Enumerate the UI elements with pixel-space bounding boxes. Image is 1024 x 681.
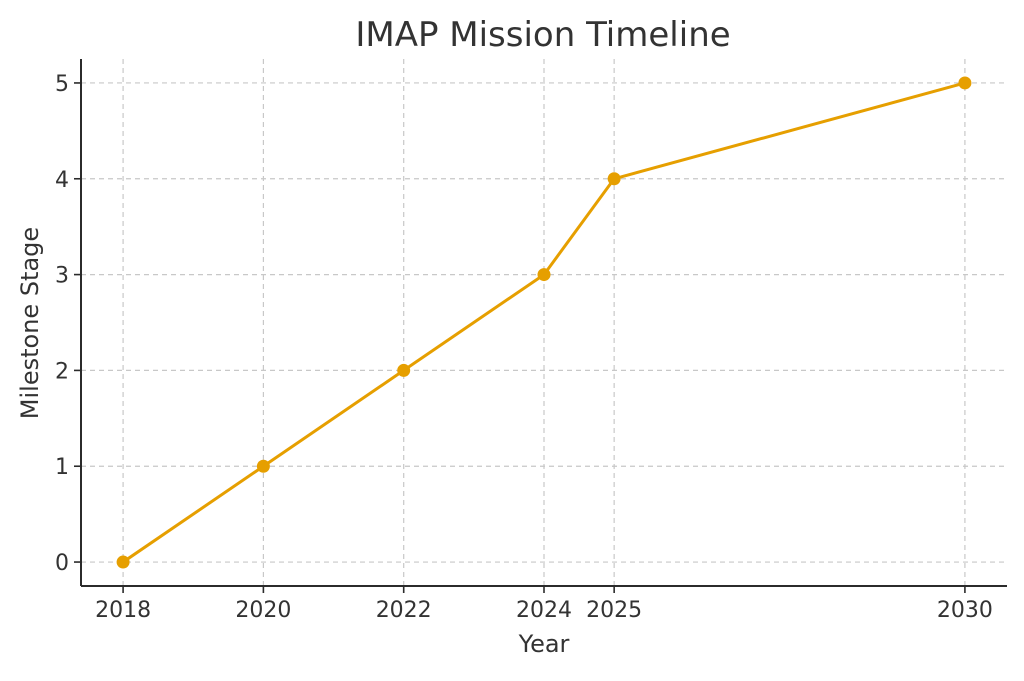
y-tick-label: 5 [55, 72, 69, 97]
chart-title: IMAP Mission Timeline [355, 15, 730, 55]
y-tick-label: 1 [55, 455, 69, 480]
x-tick-label: 2030 [937, 598, 993, 623]
x-tick-label: 2024 [516, 598, 572, 623]
x-tick-label: 2020 [235, 598, 291, 623]
series-line [122, 81, 966, 564]
data-point [958, 76, 972, 90]
x-axis-label: Year [518, 630, 570, 658]
x-tick-label: 2025 [586, 598, 642, 623]
y-axis-label: Milestone Stage [16, 227, 44, 419]
y-tick-label: 4 [55, 168, 69, 193]
grid-layer [81, 59, 1007, 586]
data-point [256, 459, 270, 473]
y-tick-label: 3 [55, 264, 69, 289]
data-point [607, 172, 621, 186]
data-point [116, 555, 130, 569]
x-tick-label: 2022 [376, 598, 432, 623]
data-point [397, 363, 411, 377]
x-tick-label: 2018 [95, 598, 151, 623]
data-point [537, 268, 551, 282]
series-layer [116, 76, 972, 569]
y-tick-label: 2 [55, 359, 69, 384]
ticks-layer: 2018 2020 2022 2024 2025 2030 0 1 2 3 4 5 [55, 72, 993, 623]
y-tick-label: 0 [55, 551, 69, 576]
